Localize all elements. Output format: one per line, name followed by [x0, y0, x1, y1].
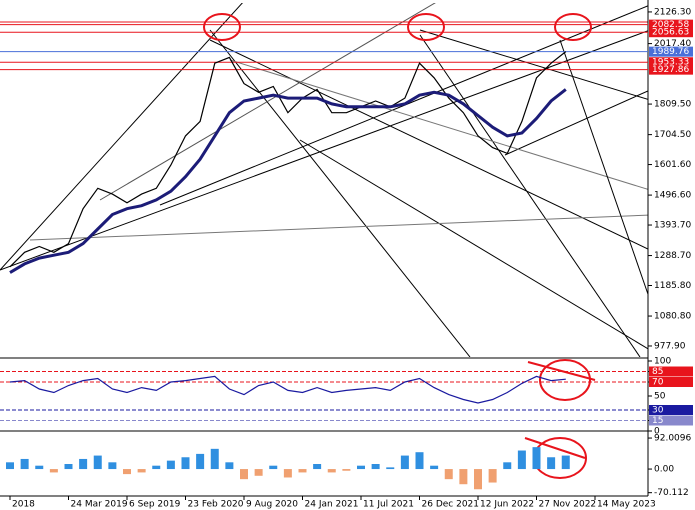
x-tick-label: 27 Nov 2022	[539, 500, 597, 510]
histogram-bar	[488, 469, 497, 483]
y-tick-label: 1185.80	[654, 281, 691, 291]
level-label: 15	[652, 416, 663, 426]
level-label: 70	[652, 378, 664, 388]
histogram-bar	[269, 465, 278, 470]
level-label: 30	[652, 406, 664, 416]
histogram-bar	[474, 469, 482, 490]
x-tick-label: 14 May 2023	[597, 500, 656, 510]
y-tick-label: 1393.70	[654, 221, 691, 231]
x-tick-label: 26 Dec 2021	[422, 500, 480, 510]
series-line	[9, 51, 567, 268]
histogram-bar	[400, 455, 409, 470]
y-tick-label: 1704.50	[654, 130, 691, 140]
x-tick-label: 23 Feb 2020	[188, 500, 244, 510]
level-label-box	[649, 27, 693, 38]
histogram-bar	[152, 465, 161, 470]
level-label: 2056.63	[652, 28, 689, 38]
histogram-bar	[137, 469, 146, 473]
histogram-bar	[561, 455, 570, 470]
histogram-bar	[371, 464, 380, 470]
histogram-bar	[64, 464, 73, 470]
histogram-bar	[430, 465, 439, 470]
y-tick-label: 1288.70	[654, 251, 691, 261]
y-tick-label: 100	[654, 357, 671, 367]
y-tick-label: 1601.60	[654, 160, 691, 170]
histogram-bar	[108, 462, 117, 470]
histogram-bar	[547, 457, 556, 470]
level-label-box	[649, 366, 693, 377]
trendlines	[0, 3, 648, 357]
level-label-box	[649, 405, 693, 415]
histogram-bar	[196, 453, 205, 470]
level-label-box	[649, 415, 693, 426]
histogram-bar	[93, 455, 102, 470]
y-tick-label: 1080.80	[654, 312, 691, 322]
y-tick-label: 50	[654, 392, 666, 402]
y-tick-label: 1809.50	[654, 100, 691, 110]
histogram-bar	[49, 469, 58, 473]
level-label: 1953.33	[652, 58, 689, 68]
level-label: 85	[652, 367, 663, 377]
series-line	[9, 88, 567, 274]
histogram-bar	[123, 469, 131, 475]
histogram-bar	[342, 469, 351, 471]
histogram-bar	[415, 452, 424, 470]
histogram-bar	[386, 467, 395, 470]
level-label: 2082.58	[652, 20, 689, 30]
x-tick-label: 24 Mar 2019	[71, 500, 128, 510]
level-label: 1989.76	[652, 47, 689, 57]
x-tick-label: 2018	[12, 500, 35, 510]
y-tick-label: 92.0096	[654, 434, 691, 444]
histogram-bar	[210, 448, 219, 470]
level-label-box	[649, 377, 693, 387]
histogram-bar	[298, 469, 307, 473]
histogram-bar	[6, 462, 14, 470]
histogram-bar	[166, 460, 175, 470]
series-line	[9, 375, 566, 404]
histogram-bar	[313, 464, 322, 470]
x-tick-label: 12 Jun 2022	[480, 500, 534, 510]
y-tick-label: 2126.30	[654, 7, 691, 17]
level-label-box	[649, 64, 693, 75]
histogram-bar	[517, 450, 526, 470]
histogram-bar	[254, 469, 263, 476]
histogram-bar	[327, 469, 336, 473]
x-tick-label: 6 Sep 2019	[129, 500, 181, 510]
histogram-bar	[225, 462, 234, 470]
x-tick-label: 24 Jan 2021	[305, 500, 359, 510]
x-tick-label: 9 Aug 2020	[246, 500, 298, 510]
histogram-bar	[79, 458, 88, 470]
level-label-box	[649, 46, 693, 57]
histogram-bar	[357, 465, 365, 470]
level-label-box	[649, 19, 693, 30]
y-tick-label: -70.112	[654, 488, 689, 498]
y-tick-label: 1496.60	[654, 191, 691, 201]
histogram-bar	[181, 457, 190, 470]
histogram-bar	[35, 465, 44, 470]
level-label-box	[649, 57, 693, 68]
level-label: 1927.86	[652, 65, 689, 75]
histogram-bar	[20, 458, 29, 470]
y-tick-label: 977.90	[654, 341, 686, 351]
histogram-bar	[283, 469, 292, 478]
histogram-bar	[240, 469, 248, 480]
histogram-bar	[444, 469, 453, 480]
histogram-bar	[532, 447, 541, 470]
x-tick-label: 11 Jul 2021	[363, 500, 414, 510]
y-tick-label: 0	[654, 427, 660, 437]
histogram-bar	[503, 462, 512, 470]
y-tick-label: 2017.40	[654, 39, 691, 49]
histogram-bar	[459, 469, 468, 485]
y-tick-label: 0.00	[654, 465, 674, 475]
